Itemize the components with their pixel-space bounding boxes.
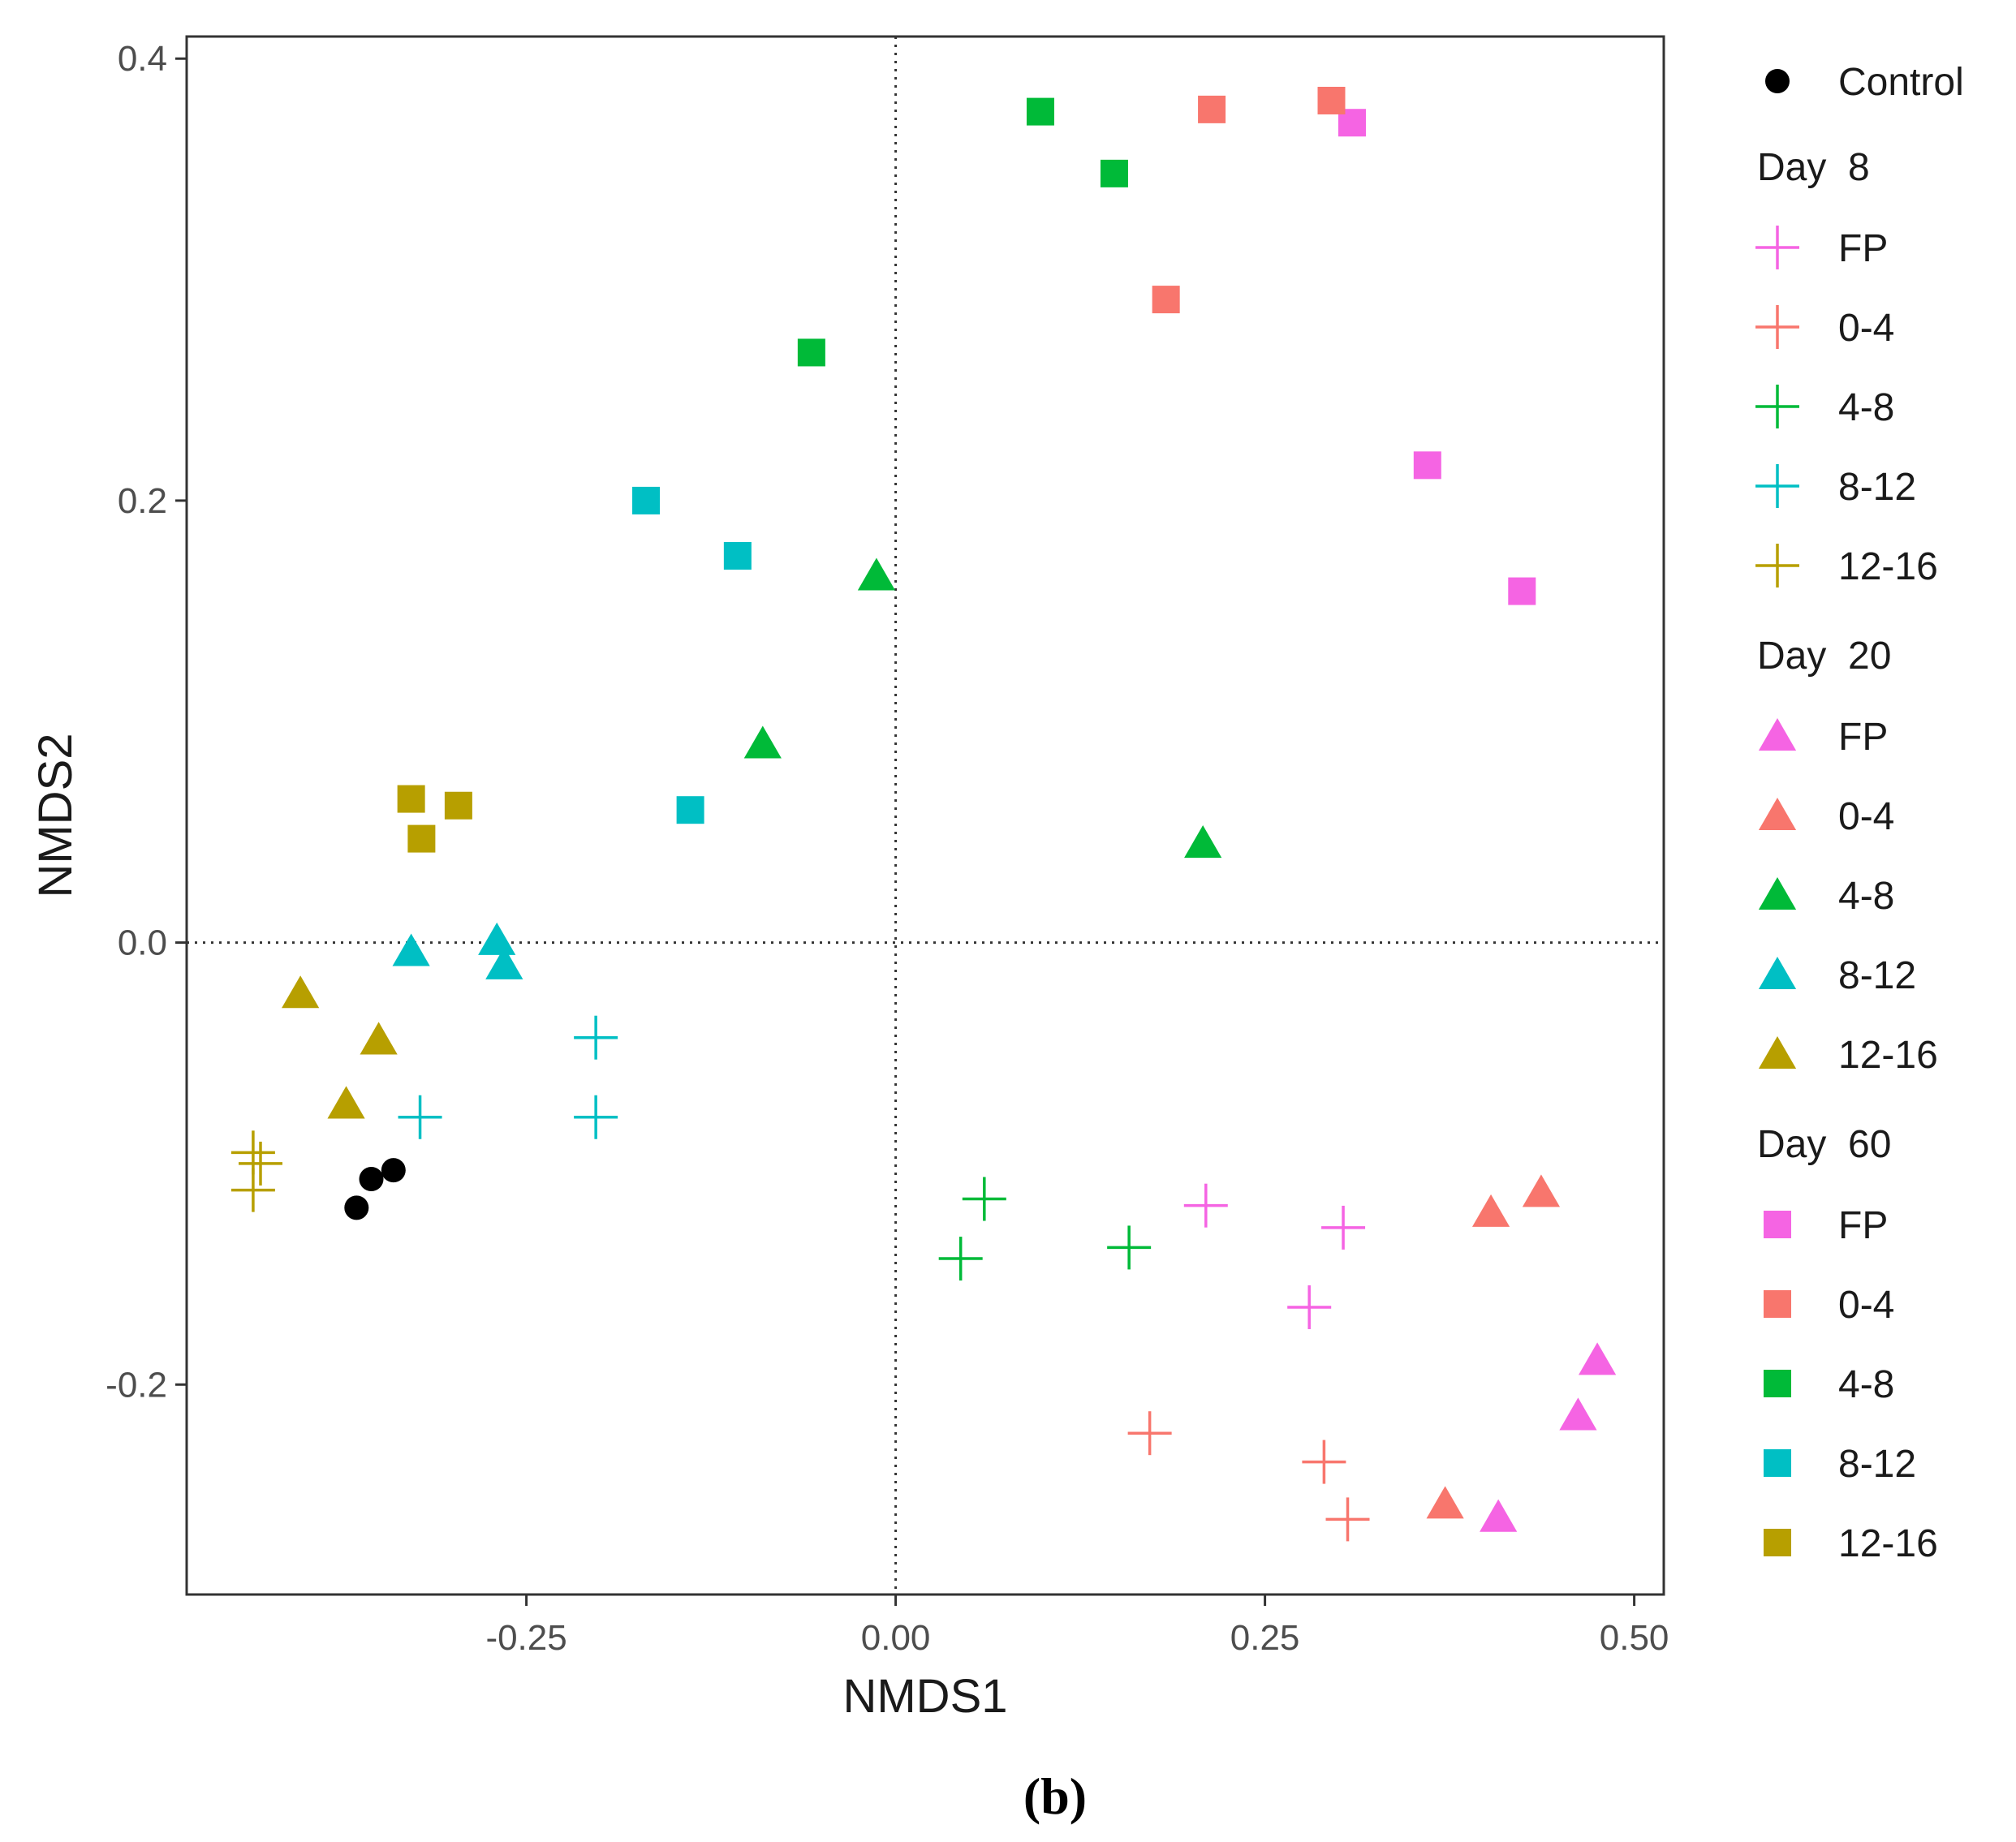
x-tick-label: 0.00 [861, 1618, 931, 1658]
day-60-8-12-point [676, 796, 704, 824]
day-8-4-8-point [938, 1237, 983, 1281]
y-tick-label: 0.0 [118, 923, 167, 963]
legend-label-control: Control [1838, 61, 1964, 104]
legend-label-0-4: 0-4 [1838, 307, 1894, 350]
day-20-0-4-point [1426, 1486, 1464, 1519]
day-8-4-8-point [962, 1177, 1006, 1221]
y-tick-label: -0.2 [106, 1365, 167, 1405]
day-8-0-4-point [1325, 1497, 1370, 1542]
legend-title-group-3: Day 60 [1757, 1123, 1891, 1166]
legend-title-group-1: Day 8 [1757, 146, 1870, 189]
legend-label-8-12: 8-12 [1838, 954, 1916, 997]
day-60-0-4-point [1317, 86, 1346, 114]
control-point [359, 1167, 384, 1191]
day-60-0-4-point [1198, 95, 1226, 123]
control-point [381, 1158, 406, 1183]
legend-key-0-4 [1764, 1290, 1791, 1318]
legend-label-4-8: 4-8 [1838, 386, 1894, 429]
day-8-12-16-point [239, 1141, 282, 1186]
day-8-fp-point [1183, 1183, 1228, 1228]
control-point [344, 1195, 369, 1220]
day-60-4-8-point [797, 338, 825, 367]
legend-label-fp: FP [1838, 716, 1888, 759]
x-tick-label: 0.50 [1600, 1618, 1669, 1658]
legend-label-4-8: 4-8 [1838, 875, 1894, 918]
day-60-8-12-point [632, 486, 661, 514]
plot-area: -0.25 0.00 0.25 0.50 -0.2 0.0 0.2 0.4 [106, 35, 1669, 1658]
legend-key-0-4 [1758, 798, 1797, 831]
day-8-0-4-point [1127, 1411, 1172, 1456]
day-20-4-8-point [857, 557, 896, 591]
day-8-8-12-point [398, 1095, 442, 1139]
legend-key-fp [1755, 226, 1799, 269]
legend-label-12-16: 12-16 [1838, 545, 1938, 588]
legend-key-control [1765, 69, 1790, 93]
legend-label-12-16: 12-16 [1838, 1522, 1938, 1565]
legend-key-8-12 [1758, 957, 1797, 990]
day-60-12-16-point [397, 785, 425, 813]
day-20-12-16-point [327, 1086, 365, 1119]
legend-label-8-12: 8-12 [1838, 1443, 1916, 1486]
legend-key-0-4 [1755, 305, 1799, 349]
legend-key-12-16 [1755, 544, 1799, 587]
legend-title-group-2: Day 20 [1757, 635, 1891, 678]
day-20-4-8-point [743, 725, 782, 759]
legend-label-12-16: 12-16 [1838, 1034, 1938, 1077]
y-tick-label: 0.4 [118, 39, 167, 79]
legend-key-12-16 [1764, 1529, 1791, 1556]
plot-border [185, 35, 1665, 1596]
day-8-fp-point [1287, 1285, 1332, 1329]
legend-key-12-16 [1758, 1036, 1797, 1069]
legend-key-4-8 [1755, 385, 1799, 428]
day-8-fp-point [1321, 1205, 1366, 1250]
legend: Control Day 8 FP 0-4 4-8 8-12 12-16 Day 20 FP 0-4… [1755, 61, 1964, 1565]
day-60-fp-point [1413, 451, 1441, 480]
day-8-8-12-point [574, 1015, 618, 1060]
day-60-8-12-point [723, 542, 752, 570]
day-20-0-4-point [1522, 1174, 1561, 1207]
day-8-0-4-point [1302, 1440, 1346, 1484]
y-axis-title: NMDS2 [29, 733, 82, 897]
day-20-12-16-point [360, 1022, 398, 1055]
day-8-12-16-point [230, 1130, 275, 1175]
legend-key-4-8 [1764, 1370, 1791, 1397]
day-8-4-8-point [1107, 1225, 1152, 1270]
legend-label-0-4: 0-4 [1838, 795, 1894, 838]
legend-key-8-12 [1764, 1449, 1791, 1477]
legend-key-fp [1764, 1211, 1791, 1238]
day-60-fp-point [1508, 577, 1536, 605]
day-20-4-8-point [1184, 825, 1222, 859]
legend-key-8-12 [1755, 464, 1799, 508]
day-60-4-8-point [1026, 97, 1054, 126]
day-60-0-4-point [1152, 286, 1180, 314]
day-20-12-16-point [282, 975, 320, 1009]
x-axis-title: NMDS1 [842, 1670, 1007, 1723]
day-20-0-4-point [1471, 1194, 1510, 1227]
day-60-12-16-point [444, 791, 472, 820]
x-tick-label: 0.25 [1230, 1618, 1300, 1658]
x-tick-label: -0.25 [485, 1618, 566, 1658]
y-tick-label: 0.2 [118, 481, 167, 521]
legend-label-fp: FP [1838, 1204, 1888, 1247]
panel-label: (b) [1023, 1767, 1087, 1825]
legend-key-4-8 [1758, 877, 1797, 910]
legend-label-0-4: 0-4 [1838, 1284, 1894, 1327]
legend-label-4-8: 4-8 [1838, 1363, 1894, 1406]
legend-label-8-12: 8-12 [1838, 466, 1916, 509]
legend-label-fp: FP [1838, 227, 1888, 270]
day-20-8-12-point [485, 946, 523, 979]
day-20-fp-point [1480, 1499, 1518, 1532]
day-8-12-16-point [230, 1168, 275, 1212]
day-20-8-12-point [392, 933, 430, 966]
legend-key-fp [1758, 718, 1797, 751]
day-20-8-12-point [478, 922, 516, 955]
day-20-fp-point [1579, 1342, 1617, 1375]
day-60-12-16-point [407, 824, 436, 853]
day-8-8-12-point [574, 1095, 618, 1139]
day-60-4-8-point [1100, 159, 1128, 187]
day-20-fp-point [1559, 1397, 1597, 1431]
